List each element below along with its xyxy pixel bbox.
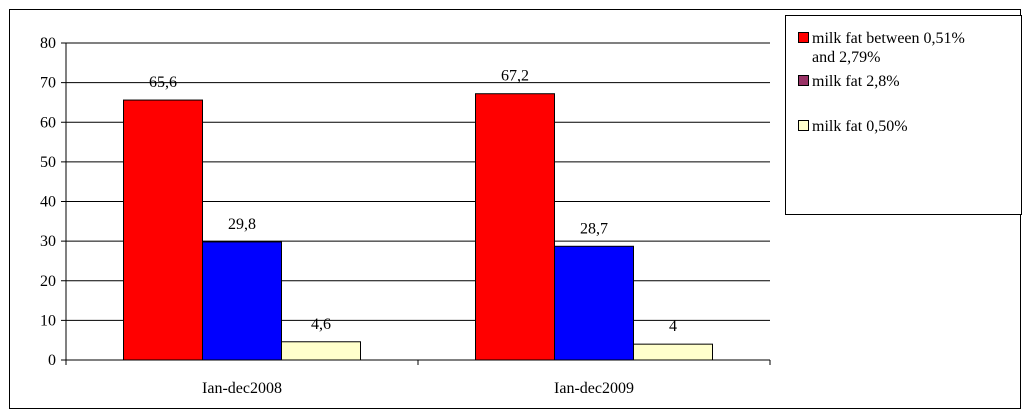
data-label: 28,7 xyxy=(580,220,608,237)
legend: milk fat between 0,51% and 2,79% milk fa… xyxy=(785,15,1022,215)
legend-label-1: milk fat between 0,51% and 2,79% xyxy=(812,29,1012,67)
bar xyxy=(202,241,282,361)
bar xyxy=(633,343,713,361)
bar xyxy=(554,245,634,361)
legend-label-3: milk fat 0,50% xyxy=(812,118,908,135)
legend-swatch-1 xyxy=(798,32,809,43)
data-label: 29,8 xyxy=(228,216,256,233)
y-tick-label: 0 xyxy=(48,352,56,369)
data-label: 4,6 xyxy=(311,316,331,333)
legend-label-1-line2: and 2,79% xyxy=(812,49,881,66)
data-label: 65,6 xyxy=(149,74,177,91)
y-tick-label: 70 xyxy=(40,75,56,92)
y-tick-label: 20 xyxy=(40,273,56,290)
y-tick-label: 40 xyxy=(40,194,56,211)
y-tick-label: 50 xyxy=(40,154,56,171)
bar xyxy=(281,341,361,361)
y-tick-label: 30 xyxy=(40,233,56,250)
bar xyxy=(475,93,555,361)
legend-swatch-3 xyxy=(798,120,809,131)
legend-label-2: milk fat 2,8% xyxy=(812,73,900,90)
x-tick-label: Ian-dec2008 xyxy=(202,380,282,397)
data-label: 4 xyxy=(669,318,677,335)
legend-label-1-line1: milk fat between 0,51% xyxy=(812,30,965,47)
legend-swatch-2 xyxy=(798,75,809,86)
y-tick-label: 10 xyxy=(40,312,56,329)
data-label: 67,2 xyxy=(501,68,529,85)
y-tick-label: 60 xyxy=(40,114,56,131)
y-tick-label: 80 xyxy=(40,35,56,52)
bar xyxy=(123,99,203,361)
x-tick-label: Ian-dec2009 xyxy=(554,380,634,397)
